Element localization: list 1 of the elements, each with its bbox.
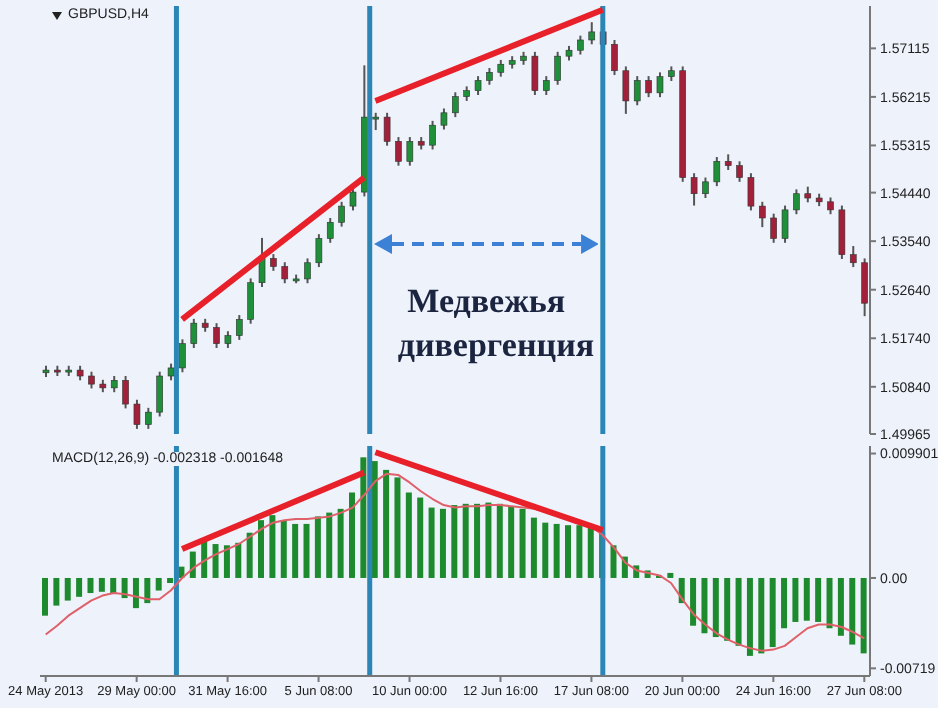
annotation: Медвежья дивергенция	[397, 280, 595, 368]
